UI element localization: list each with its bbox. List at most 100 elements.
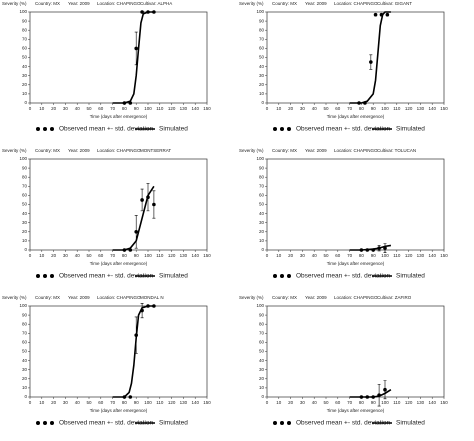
y-tick-label: 10 [22,385,28,390]
panel-header: Location: CHAPINGO [97,295,141,300]
x-tick-label: 100 [144,400,152,405]
y-tick-label: 10 [259,238,265,243]
panel-header: Location: CHAPINGO [334,148,378,153]
x-tick-label: 100 [381,253,389,258]
legend-marker [287,127,291,131]
x-tick-label: 90 [134,106,140,111]
legend-marker [50,421,54,425]
x-axis-title: Time (days after emergence) [327,408,385,413]
legend-marker [280,127,284,131]
panel-header: MONTSERRAT [140,148,171,153]
y-tick-label: 100 [19,156,27,161]
panel-header: Country: MX [35,295,60,300]
x-tick-label: 50 [323,253,329,258]
x-tick-label: 80 [359,106,365,111]
simulated-line [349,11,391,104]
y-tick-label: 80 [22,27,28,32]
panel-header: Year: 2009 [305,1,327,6]
y-tick-label: 10 [259,385,265,390]
y-tick-label: 30 [22,73,28,78]
x-tick-label: 40 [312,106,318,111]
y-tick-label: 60 [22,340,28,345]
x-tick-label: 70 [347,106,353,111]
x-tick-label: 130 [180,400,188,405]
panel-header: Location: CHAPINGO [97,1,141,6]
x-tick-label: 80 [122,253,128,258]
x-tick-label: 70 [347,253,353,258]
y-tick-label: 10 [22,91,28,96]
x-tick-label: 20 [51,400,57,405]
x-tick-label: 40 [75,400,81,405]
y-tick-label: 50 [259,202,265,207]
legend-marker [273,274,277,278]
legend-label: Observed mean +- std. deviation [296,420,391,427]
y-tick-label: 0 [261,100,264,105]
legend-label: Observed mean +- std. deviation [296,126,391,133]
x-tick-label: 20 [288,106,294,111]
panel-header: Year: 2009 [68,1,90,6]
x-tick-label: 10 [276,253,282,258]
y-tick-label: 0 [24,100,27,105]
x-tick-label: 0 [266,106,269,111]
y-tick-label: 40 [22,64,28,69]
legend-marker [280,274,284,278]
x-tick-label: 20 [288,253,294,258]
y-tick-label: 0 [24,394,27,399]
x-tick-label: 40 [75,106,81,111]
x-tick-label: 80 [122,106,128,111]
panel-header: Year: 2009 [305,148,327,153]
y-axis-title: Severity (%) [2,148,27,153]
panel-header: Cultivar: GIGANT [377,1,412,6]
y-tick-label: 90 [22,18,28,23]
x-tick-label: 90 [134,400,140,405]
legend-marker [36,127,40,131]
legend-marker [50,274,54,278]
x-tick-label: 140 [191,253,199,258]
x-tick-label: 10 [39,400,45,405]
legend-marker [273,127,277,131]
x-tick-label: 90 [371,400,377,405]
observed-point [140,10,144,14]
y-tick-label: 50 [22,55,28,60]
legend-marker [36,421,40,425]
x-tick-label: 70 [347,400,353,405]
y-tick-label: 40 [259,64,265,69]
x-axis-title: Time (days after emergence) [327,114,385,119]
x-tick-label: 30 [63,400,69,405]
y-tick-label: 70 [259,36,265,41]
x-tick-label: 10 [39,253,45,258]
legend-label: Simulated [396,420,425,427]
legend-label: Simulated [159,420,188,427]
legend-label: Observed mean +- std. deviation [59,273,154,280]
x-tick-label: 50 [86,253,92,258]
x-tick-label: 110 [156,400,164,405]
x-tick-label: 30 [63,253,69,258]
y-tick-label: 10 [259,91,265,96]
y-tick-label: 90 [22,165,28,170]
x-tick-label: 130 [180,106,188,111]
x-tick-label: 80 [359,253,365,258]
panel-header: Location: CHAPINGO [97,148,141,153]
y-tick-label: 20 [259,229,265,234]
y-tick-label: 100 [19,303,27,308]
y-tick-label: 100 [256,9,264,14]
legend-label: Simulated [396,273,425,280]
x-axis-title: Time (days after emergence) [90,408,148,413]
y-tick-label: 90 [259,312,265,317]
y-tick-label: 20 [22,229,28,234]
y-tick-label: 70 [22,330,28,335]
x-axis-title: Time (days after emergence) [90,261,148,266]
x-axis-title: Time (days after emergence) [90,114,148,119]
x-tick-label: 150 [203,253,211,258]
x-tick-label: 100 [144,253,152,258]
legend-label: Simulated [396,126,425,133]
x-tick-label: 60 [335,253,341,258]
y-tick-label: 80 [259,27,265,32]
y-tick-label: 50 [22,349,28,354]
plot-frame [29,158,208,251]
y-tick-label: 80 [259,321,265,326]
legend-marker [50,127,54,131]
plot-frame [29,305,208,398]
x-tick-label: 30 [300,253,306,258]
x-tick-label: 150 [440,253,448,258]
